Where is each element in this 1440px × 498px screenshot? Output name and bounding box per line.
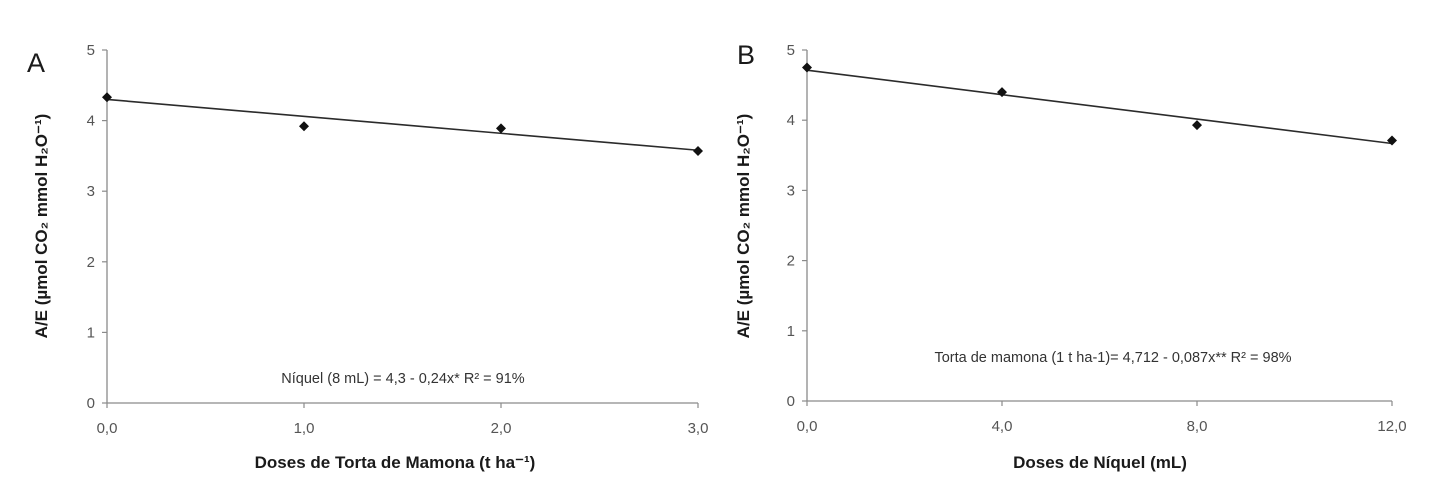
panel-b-chart: B 0 1 2 3 4 5 0,0 4,0 8,0 12,0 Torta de mamona (…	[734, 40, 1407, 472]
panel-b-y-axis-title: A/E (µmol CO₂ mmol H₂O⁻¹)	[734, 114, 753, 339]
panel-a-letter: A	[27, 48, 45, 78]
panel-b-letter: B	[737, 40, 755, 70]
panel-a-x-tick-label: 3,0	[688, 420, 709, 437]
panel-b-data-point	[1192, 120, 1202, 131]
panel-a-equation: Níquel (8 mL) = 4,3 - 0,24x* R² = 91%	[281, 371, 524, 387]
panel-b-y-tick-label: 5	[787, 42, 795, 59]
panel-a-y-tick-label: 0	[87, 395, 95, 412]
panel-b-y-tick-label: 2	[787, 253, 795, 270]
panel-a-y-tick-label: 4	[87, 113, 95, 130]
panel-a-data-point	[102, 92, 112, 103]
panel-b-x-tick-label: 4,0	[992, 418, 1013, 435]
panel-a-data-point	[496, 123, 506, 134]
panel-b-y-tick-label: 4	[787, 112, 795, 129]
panel-a-data-point	[299, 121, 309, 132]
panel-a-y-ticks: 0 1 2 3 4 5	[87, 42, 107, 412]
panel-a-trendline	[106, 98, 699, 152]
panel-a-chart: A 0 1 2 3 4 5 0,0 1,0 2,0 3,0 Níquel (8 mL) = 4,…	[27, 42, 708, 472]
panel-b-x-tick-label: 8,0	[1187, 418, 1208, 435]
panel-b-x-axis-title: Doses de Níquel (mL)	[1013, 453, 1187, 472]
panel-a-points	[102, 92, 703, 156]
panel-b-trendline	[806, 69, 1393, 145]
panel-b-y-tick-label: 3	[787, 182, 795, 199]
panel-b-y-tick-label: 1	[787, 323, 795, 340]
panel-a-x-ticks: 0,0 1,0 2,0 3,0	[97, 403, 709, 437]
panel-b-data-point	[997, 87, 1007, 98]
panel-a-y-tick-label: 1	[87, 324, 95, 341]
panel-a-y-tick-label: 5	[87, 42, 95, 59]
panel-b-data-point	[802, 62, 812, 73]
panel-a-data-point	[693, 145, 703, 156]
panel-b-equation: Torta de mamona (1 t ha-1)= 4,712 - 0,08…	[934, 350, 1291, 366]
panel-a-x-axis-title: Doses de Torta de Mamona (t ha⁻¹)	[255, 453, 536, 472]
panel-b-x-ticks: 0,0 4,0 8,0 12,0	[797, 401, 1407, 435]
panel-b-x-tick-label: 12,0	[1377, 418, 1406, 435]
panel-a-x-tick-label: 1,0	[294, 420, 315, 437]
panel-a-y-tick-label: 2	[87, 254, 95, 271]
panel-b-y-tick-label: 0	[787, 393, 795, 410]
panel-b-x-tick-label: 0,0	[797, 418, 818, 435]
panel-a-x-tick-label: 0,0	[97, 420, 118, 437]
panel-a-y-tick-label: 3	[87, 183, 95, 200]
panel-a-y-axis-title: A/E (µmol CO₂ mmol H₂O⁻¹)	[32, 114, 51, 339]
panel-a-x-tick-label: 2,0	[491, 420, 512, 437]
panel-b-y-ticks: 0 1 2 3 4 5	[787, 42, 807, 410]
panel-b-data-point	[1387, 135, 1397, 146]
panel-b-points	[802, 62, 1397, 146]
